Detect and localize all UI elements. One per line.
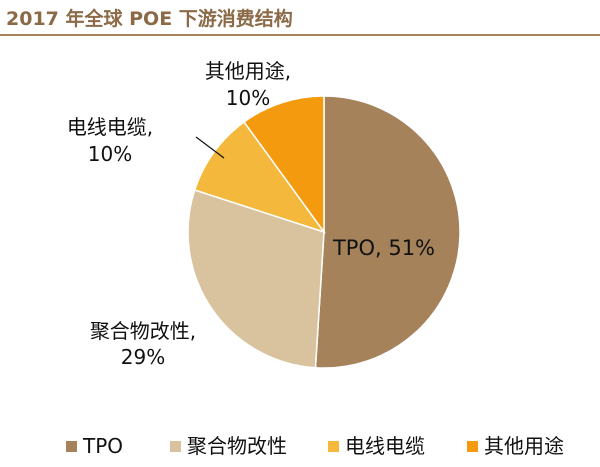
legend-swatch-juhewu <box>170 441 181 452</box>
slice-label-juhewu-name: 聚合物改性, <box>90 319 196 343</box>
chart-title: 2017 年全球 POE 下游消费结构 <box>6 8 293 30</box>
pie-slice-tpo <box>314 95 461 369</box>
title-divider <box>0 34 600 36</box>
slice-label-dianxian-name: 电线电缆, <box>67 115 153 139</box>
legend-swatch-qita <box>467 441 478 452</box>
legend-label-qita: 其他用途 <box>484 434 564 458</box>
slice-label-tpo: TPO, 51% <box>332 236 435 260</box>
slice-label-juhewu-value: 29% <box>121 345 165 369</box>
legend-label-dianxian: 电线电缆 <box>345 434 425 458</box>
slice-label-qita-name: 其他用途, <box>205 59 291 83</box>
slice-label-dianxian-value: 10% <box>88 142 132 166</box>
leader-line-dianxian <box>195 136 225 159</box>
pie-slices <box>187 95 461 369</box>
legend: TPO 聚合物改性 电线电缆 其他用途 <box>66 434 564 458</box>
legend-swatch-dianxian <box>328 441 339 452</box>
legend-label-tpo: TPO <box>82 434 123 458</box>
pie-slice-qita <box>243 95 325 235</box>
pie-slice-dianxian <box>193 120 326 234</box>
slice-label-qita-value: 10% <box>226 86 270 110</box>
pie-slice-juhewu <box>187 189 325 369</box>
legend-label-juhewu: 聚合物改性 <box>187 434 287 458</box>
legend-swatch-tpo <box>66 441 77 452</box>
